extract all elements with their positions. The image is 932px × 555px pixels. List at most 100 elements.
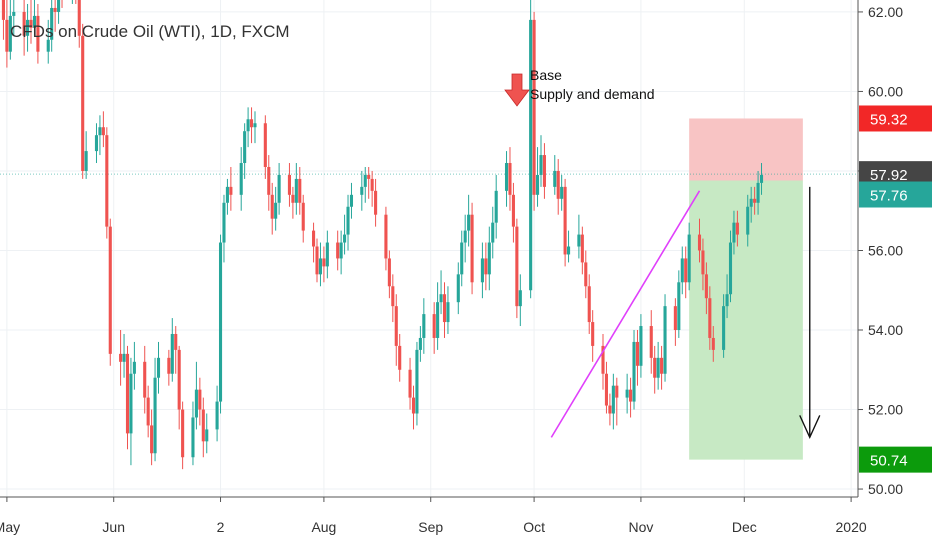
candle-body: [391, 286, 395, 307]
candle-body: [298, 178, 302, 203]
candle: [635, 330, 640, 386]
candle-body: [439, 294, 443, 303]
candle-body: [460, 242, 464, 275]
candle-body: [387, 258, 391, 287]
candle: [722, 294, 726, 358]
candle-body: [615, 385, 619, 398]
candle-body: [687, 234, 691, 283]
candle: [663, 294, 667, 382]
x-tick-label: May: [0, 519, 20, 535]
candle: [701, 238, 705, 291]
candle: [463, 214, 467, 263]
price-label-entry: 57.76: [859, 181, 932, 208]
candle: [408, 357, 412, 410]
candle: [263, 115, 267, 179]
candle-body: [436, 302, 440, 338]
candle-body: [253, 123, 257, 128]
candle: [577, 214, 581, 259]
candle-body: [153, 377, 157, 454]
candle: [511, 182, 515, 243]
candle-body: [656, 357, 660, 378]
candle-body: [542, 155, 546, 187]
candle: [580, 226, 584, 275]
candle: [122, 333, 126, 378]
candle: [270, 182, 274, 235]
candle-body: [711, 337, 715, 350]
candle: [156, 341, 161, 394]
candle-body: [508, 163, 512, 195]
candle-body: [535, 174, 540, 195]
candle: [363, 166, 367, 203]
candle: [129, 357, 133, 466]
candle: [615, 377, 619, 426]
x-axis-background: [0, 498, 859, 550]
candle: [625, 373, 629, 414]
candle-body: [746, 206, 750, 235]
candle-body: [374, 190, 378, 215]
candle: [653, 345, 657, 394]
candle: [105, 127, 109, 239]
candle: [604, 361, 609, 414]
candle: [101, 111, 105, 148]
candle-body: [515, 226, 519, 307]
candle: [167, 349, 171, 386]
candle: [294, 163, 298, 215]
candle: [542, 143, 546, 199]
candle: [267, 155, 271, 211]
candle-body: [487, 242, 491, 275]
candle-body: [553, 170, 557, 187]
candle: [529, 0, 533, 299]
candle: [222, 194, 226, 263]
candle: [77, 0, 81, 48]
candle-body: [370, 178, 374, 191]
candle-body: [415, 349, 419, 414]
candle-body: [5, 19, 9, 52]
candle-body: [243, 131, 247, 164]
candle: [29, 0, 33, 44]
candle: [108, 218, 112, 366]
candlesticks: [1, 0, 764, 470]
candle-body: [346, 206, 350, 235]
target-zone: [689, 180, 803, 460]
down-arrow-head: [799, 415, 821, 440]
candle: [243, 123, 247, 179]
candle: [608, 393, 612, 426]
price-label-bg: [859, 446, 932, 473]
price-label-bg: [859, 105, 932, 132]
candle-body: [167, 357, 171, 374]
candle: [26, 3, 30, 52]
candle-body: [198, 389, 202, 410]
candle: [36, 3, 40, 64]
candle: [119, 330, 123, 386]
candle-body: [539, 155, 543, 175]
y-tick-label: 60.00: [868, 83, 903, 99]
candle: [249, 107, 254, 144]
candle-body: [229, 186, 233, 195]
x-tick-label: Jun: [102, 519, 125, 535]
candle-body: [270, 194, 274, 219]
candle: [370, 170, 374, 207]
candle-body: [174, 333, 178, 350]
candle: [532, 11, 536, 211]
candle-body: [701, 250, 705, 275]
candle-body: [274, 202, 278, 219]
candle: [298, 166, 302, 215]
candle-body: [181, 409, 185, 458]
candle: [611, 373, 615, 430]
candle: [749, 186, 753, 223]
candle-body: [394, 306, 398, 346]
candle: [518, 274, 522, 327]
candle: [94, 123, 99, 164]
candle: [697, 218, 702, 263]
candle: [753, 186, 757, 215]
annotation-supply-demand: Supply and demand: [530, 86, 655, 102]
candle: [191, 401, 195, 466]
candle-body: [239, 163, 243, 195]
candle-body: [143, 361, 147, 398]
candle: [125, 345, 130, 450]
candle: [22, 0, 26, 56]
candle: [680, 246, 684, 295]
candle-body: [29, 19, 33, 28]
x-tick-label: Aug: [311, 519, 336, 535]
